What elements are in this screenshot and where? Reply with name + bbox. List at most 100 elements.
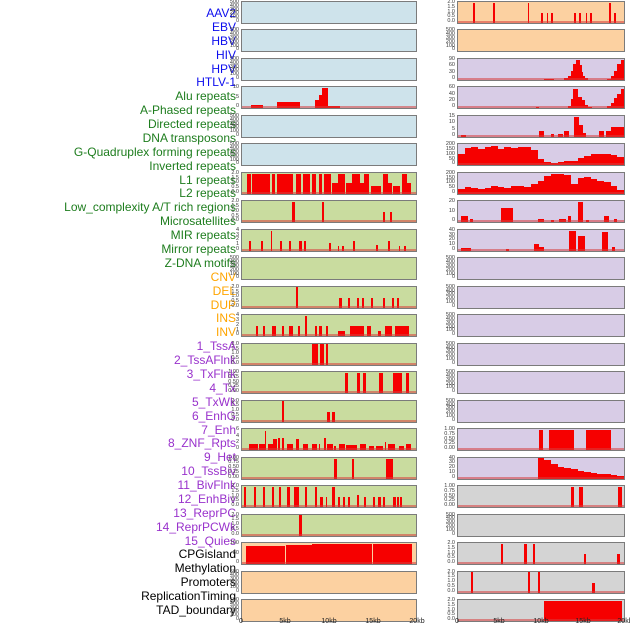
area-step bbox=[610, 185, 618, 194]
area-step bbox=[402, 543, 408, 565]
baseline bbox=[458, 21, 624, 23]
data-bar bbox=[288, 240, 291, 251]
row-label: 14_ReprPCWk bbox=[155, 519, 236, 534]
y-tick-label: 0 bbox=[451, 188, 455, 195]
y-tick-label: 300 bbox=[445, 519, 455, 526]
track-panel bbox=[457, 599, 625, 623]
data-bar bbox=[578, 96, 582, 109]
data-bar bbox=[337, 245, 340, 251]
track-panel bbox=[241, 371, 417, 395]
data-bar bbox=[332, 411, 335, 422]
data-bar bbox=[405, 443, 411, 451]
y-tick-label: 300 bbox=[445, 405, 455, 412]
row-label: Z-DNA motifs bbox=[164, 255, 236, 270]
track-panel bbox=[241, 599, 417, 623]
y-tick-label: 0.5 bbox=[231, 411, 239, 418]
y-tick-label: 6 bbox=[235, 426, 239, 433]
data-bar bbox=[356, 494, 360, 508]
y-tick-label: 0 bbox=[451, 103, 455, 110]
y-tick-label: 1.5 bbox=[231, 203, 239, 210]
area-step bbox=[577, 178, 585, 194]
area-step bbox=[272, 545, 277, 565]
data-bar bbox=[599, 131, 605, 137]
y-tick-label: 2.0 bbox=[231, 397, 239, 404]
baseline bbox=[242, 248, 416, 251]
data-bar bbox=[255, 325, 259, 337]
data-bar bbox=[261, 240, 263, 251]
y-tick-label: 200 bbox=[445, 141, 455, 148]
track-panel bbox=[457, 542, 625, 566]
data-bar bbox=[248, 240, 251, 251]
y-tick-label: 1.0 bbox=[231, 407, 239, 414]
area-step bbox=[311, 544, 316, 565]
y-tick-label: 1 bbox=[235, 241, 239, 248]
y-tick-label: 60 bbox=[448, 84, 455, 91]
track-panel bbox=[241, 200, 417, 224]
data-bar bbox=[620, 59, 624, 80]
area-step bbox=[617, 156, 624, 166]
row-label: CPGisland bbox=[178, 547, 236, 562]
area-step bbox=[584, 177, 591, 194]
data-bar bbox=[584, 554, 587, 565]
area-step bbox=[294, 545, 299, 565]
area-step bbox=[259, 546, 264, 565]
y-tick-label: 3 bbox=[235, 317, 239, 324]
y-tick-label: 1.0 bbox=[231, 350, 239, 357]
data-bar bbox=[247, 173, 251, 194]
y-tick-label: 1.5 bbox=[231, 174, 239, 181]
track-panel bbox=[457, 456, 625, 480]
track-panel bbox=[457, 114, 625, 138]
y-tick-label: 0.5 bbox=[447, 611, 455, 618]
row-label: Directed repeats bbox=[147, 117, 236, 132]
y-tick-label: 2.0 bbox=[447, 540, 455, 547]
y-tick-label: 30 bbox=[448, 68, 455, 75]
y-tick-label: 100 bbox=[445, 384, 455, 391]
data-bar bbox=[403, 245, 406, 251]
track-panel bbox=[241, 86, 417, 110]
y-tick-label: 0.5 bbox=[231, 497, 239, 504]
y-tick-label: 30 bbox=[448, 459, 455, 466]
data-bar bbox=[277, 437, 281, 451]
data-bar bbox=[348, 297, 351, 308]
data-bar bbox=[461, 216, 469, 223]
y-tick-label: 0 bbox=[235, 103, 239, 110]
data-bar bbox=[389, 212, 392, 223]
baseline bbox=[242, 419, 416, 422]
row-label: 5_TxWk bbox=[191, 394, 236, 409]
data-bar bbox=[575, 60, 581, 80]
y-tick-label: 100 bbox=[229, 71, 239, 78]
data-bar bbox=[356, 297, 360, 308]
data-bar bbox=[325, 344, 329, 365]
area-step bbox=[517, 146, 525, 166]
area-step bbox=[381, 543, 386, 565]
y-tick-label: 400 bbox=[229, 2, 239, 9]
data-bar bbox=[574, 116, 580, 137]
y-tick-label: 50 bbox=[232, 549, 239, 556]
y-tick-label: 0.75 bbox=[444, 430, 455, 437]
area-step bbox=[389, 543, 395, 565]
y-tick-label: 1.5 bbox=[231, 345, 239, 352]
y-tick-label: 400 bbox=[445, 287, 455, 294]
y-tick-label: 500 bbox=[445, 511, 455, 518]
y-tick-label: 100 bbox=[445, 42, 455, 49]
row-label: INS bbox=[215, 311, 236, 326]
data-bar bbox=[578, 235, 586, 251]
data-bar bbox=[311, 344, 318, 365]
area-step bbox=[342, 543, 347, 565]
y-tick-label: 20 bbox=[448, 198, 455, 205]
y-tick-label: 0.00 bbox=[444, 445, 455, 452]
y-tick-label: 0.5 bbox=[447, 554, 455, 561]
area-step bbox=[276, 545, 282, 565]
data-bar bbox=[375, 244, 378, 251]
data-bar bbox=[297, 325, 300, 337]
y-tick-label: 1.5 bbox=[231, 516, 239, 523]
track-panel bbox=[241, 57, 417, 81]
data-bar bbox=[610, 126, 624, 137]
y-tick-label: 0.5 bbox=[231, 184, 239, 191]
data-bar bbox=[617, 93, 621, 109]
y-tick-label: 0 bbox=[235, 559, 239, 566]
y-tick-label: 10 bbox=[448, 468, 455, 475]
area-step bbox=[302, 544, 308, 565]
y-tick-label: 0 bbox=[451, 274, 455, 281]
y-tick-label: 300 bbox=[229, 120, 239, 127]
